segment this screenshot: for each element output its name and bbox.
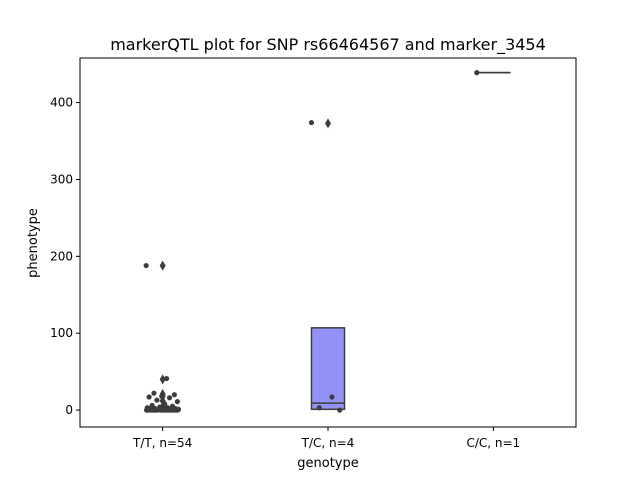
data-point xyxy=(171,392,177,398)
data-point xyxy=(143,262,149,269)
data-point xyxy=(160,407,166,413)
y-tick-label: 100 xyxy=(50,326,73,340)
x-tick-label: T/C, n=4 xyxy=(301,436,355,450)
data-point xyxy=(316,405,322,411)
box-outlier xyxy=(325,118,331,129)
data-point xyxy=(474,70,480,76)
y-tick-label: 300 xyxy=(50,172,73,186)
y-tick-label: 0 xyxy=(65,403,73,417)
data-point xyxy=(329,394,335,400)
data-point xyxy=(168,407,174,413)
y-axis: 0 100 200 300 400 xyxy=(50,96,80,417)
data-point xyxy=(337,407,343,413)
y-tick-label: 400 xyxy=(50,96,73,110)
x-tick-label: C/C, n=1 xyxy=(466,436,520,450)
data-point xyxy=(154,397,160,403)
data-point xyxy=(173,407,179,413)
data-point xyxy=(308,119,315,126)
data-point xyxy=(174,399,180,405)
x-tick-label: T/T, n=54 xyxy=(132,436,192,450)
x-axis-label: genotype xyxy=(297,456,358,471)
x-axis: T/T, n=54 T/C, n=4 C/C, n=1 xyxy=(132,427,520,450)
box-outlier xyxy=(159,374,166,385)
data-point xyxy=(163,375,170,382)
data-point xyxy=(151,390,157,396)
data-point xyxy=(148,407,154,413)
y-tick-label: 200 xyxy=(50,249,73,263)
data-point xyxy=(159,393,165,399)
data-point xyxy=(146,394,152,400)
data-point xyxy=(152,407,159,413)
data-point xyxy=(166,395,173,401)
box-body xyxy=(310,327,346,411)
chart-title: markerQTL plot for SNP rs66464567 and ma… xyxy=(110,35,546,55)
plot-layer xyxy=(143,70,511,413)
box-outlier xyxy=(159,260,166,271)
y-axis-label: phenotype xyxy=(26,208,41,278)
data-point xyxy=(162,401,168,407)
